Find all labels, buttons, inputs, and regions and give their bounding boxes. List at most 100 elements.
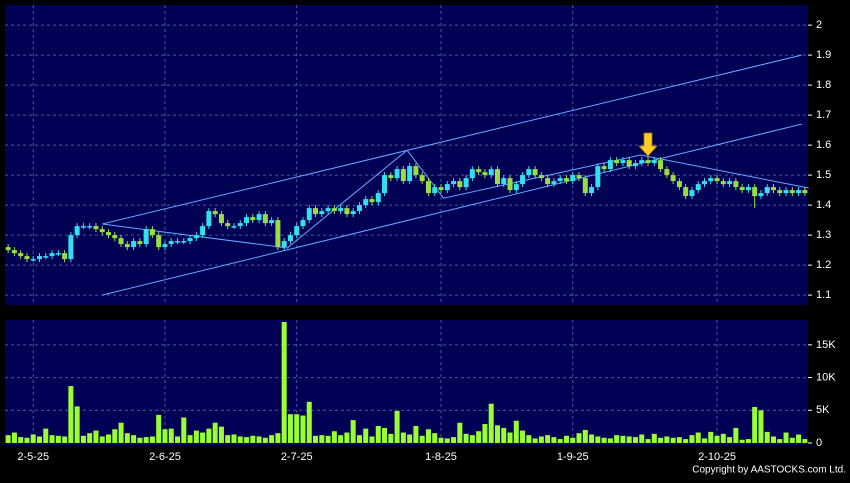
candle-body (432, 187, 438, 194)
volume-bar (482, 424, 488, 443)
volume-bar (589, 434, 595, 443)
volume-bar (758, 410, 764, 443)
y-tick-label: 1.8 (816, 79, 831, 91)
y-tick-label: 1.9 (816, 49, 831, 61)
candle-body (407, 166, 413, 182)
candle-body (745, 187, 751, 191)
volume-bar (783, 432, 789, 443)
candle-body (30, 259, 36, 261)
volume-bar (745, 439, 751, 443)
candle-body (488, 169, 494, 176)
candle-body (331, 208, 337, 212)
candle-body (620, 160, 626, 164)
volume-bar (306, 401, 312, 443)
volume-bar (545, 435, 551, 443)
volume-bar (356, 435, 362, 443)
volume-bar (557, 439, 563, 443)
y-tick-label: 1.7 (816, 109, 831, 121)
candle-body (181, 241, 187, 243)
y-tick-label: 1.2 (816, 259, 831, 271)
volume-bar (570, 437, 576, 443)
volume-bar (137, 437, 143, 443)
labels: 1.1 1.2 1.3 1.4 1.5 1.6 1.7 1.8 1.9 2 0 5K 10K 15K 2-5… (17, 19, 836, 463)
candle-body (482, 172, 488, 176)
volume-bar (187, 435, 193, 443)
volume-bar (49, 435, 55, 443)
candle-body (300, 220, 306, 227)
volume-bar (394, 410, 400, 443)
candle-body (112, 235, 118, 239)
volume-bar (425, 429, 431, 443)
volume-bar (689, 435, 695, 443)
candle-body (175, 241, 181, 243)
volume-bar (36, 436, 43, 443)
candle-body (131, 241, 137, 248)
volume-bar (526, 435, 532, 443)
volume-bar (193, 430, 199, 443)
candle-body (68, 235, 74, 260)
volume-bar (162, 429, 168, 443)
x-tick-label: 2-10-25 (698, 451, 736, 463)
y-tick-label: 1.5 (816, 169, 831, 181)
candle-body (570, 175, 576, 182)
candle-body (106, 232, 112, 236)
candle-body (425, 181, 431, 194)
volume-bar (683, 439, 689, 443)
candle-body (720, 181, 726, 185)
candle-body (363, 199, 369, 206)
candle-body (701, 181, 707, 185)
volume-bar (313, 435, 319, 443)
volume-bar (325, 435, 331, 443)
candle-body (231, 226, 237, 228)
candle-body (733, 181, 739, 188)
volume-bar (112, 429, 118, 443)
volume-bar (5, 435, 11, 443)
x-tick-label: 1-8-25 (425, 451, 457, 463)
volume-bar (80, 435, 86, 443)
volume-bar (231, 434, 237, 443)
candle-body (601, 166, 607, 170)
candle-body (5, 247, 11, 251)
candle-body (313, 208, 319, 215)
volume-bar (200, 432, 206, 443)
candle-body (582, 178, 588, 194)
volume-bar (739, 439, 745, 443)
candle-body (520, 175, 526, 185)
candle-body (80, 226, 86, 228)
candle-body (532, 169, 538, 176)
volume-bar (645, 439, 651, 443)
volume-bar (789, 437, 795, 443)
candle-body (11, 250, 17, 254)
candle-body (708, 178, 714, 182)
volume-bar (350, 420, 356, 443)
volume-bar (551, 437, 557, 443)
candle-body (513, 184, 519, 191)
volume-bar (676, 437, 682, 443)
candle-body (469, 169, 475, 179)
candle-body (369, 199, 375, 203)
volume-bar (695, 432, 701, 443)
candle-body (287, 235, 293, 242)
candle-body (689, 190, 695, 197)
candle-body (664, 169, 670, 176)
candle-body (262, 214, 268, 224)
volume-bar (714, 435, 720, 443)
candle-body (727, 181, 733, 185)
candle-body (651, 160, 657, 164)
x-tick-label: 2-5-25 (17, 451, 49, 463)
volume-bar (237, 436, 243, 443)
copyright: Copyright by AASTOCKS.com Ltd. (692, 465, 846, 476)
candle-body (55, 253, 61, 255)
volume-tick-label: 0 (816, 437, 822, 449)
candle-body (319, 211, 325, 215)
volume-bar (363, 428, 369, 443)
candle-body (36, 256, 43, 260)
candle-body (375, 193, 381, 203)
volume-bar (708, 431, 714, 443)
volume-bar (576, 433, 582, 443)
candle-body (168, 241, 174, 245)
volume-bar (30, 434, 36, 443)
volume-bar (143, 437, 149, 443)
volume-bar (595, 436, 601, 443)
